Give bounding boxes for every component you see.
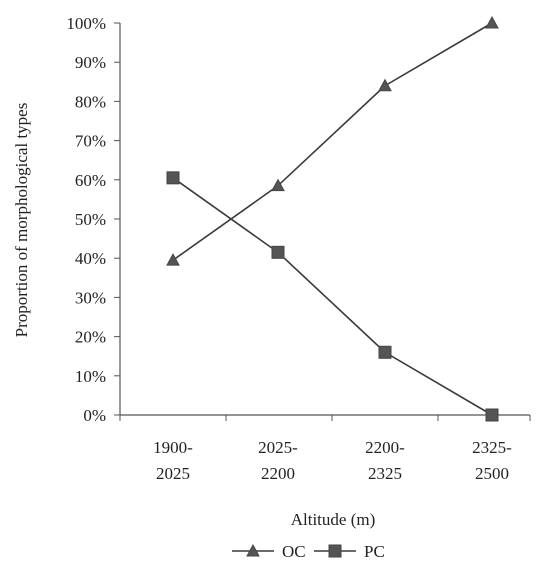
x-tick-label: 2025- 2200 [258, 438, 298, 483]
legend-item-oc: OC [232, 542, 306, 561]
y-tick-label: 80% [75, 92, 106, 111]
data-point-oc [271, 178, 285, 192]
y-tick-label: 40% [75, 249, 106, 268]
legend-item-pc: PC [314, 542, 385, 561]
y-axis-ticks: 0% 10% 20% 30% 40% 50% 60% 70% 80% 90% 100% [66, 14, 120, 425]
legend-marker-pc [328, 544, 342, 558]
y-axis-title: Proportion of morphological types [12, 103, 31, 338]
x-tick-label-line: 2500 [475, 464, 509, 483]
y-tick-label: 0% [83, 406, 106, 425]
series-oc-line [172, 22, 493, 261]
x-tick-label-line: 1900- [153, 438, 193, 457]
x-tick-label: 2200- 2325 [365, 438, 405, 483]
y-tick-label: 60% [75, 171, 106, 190]
y-tick-label: 70% [75, 132, 106, 151]
data-point-oc [378, 78, 392, 92]
x-tick-label: 1900- 2025 [153, 438, 193, 483]
legend-label: OC [282, 542, 306, 561]
x-tick-label-line: 2200 [261, 464, 295, 483]
data-point-oc [166, 253, 180, 266]
y-tick-label: 50% [75, 210, 106, 229]
data-point-pc [378, 345, 392, 359]
x-axis-ticks: 1900- 2025 2025- 2200 2200- 2325 2325- 2500 [119, 415, 531, 483]
y-tick-label: 100% [66, 14, 106, 33]
x-tick-label-line: 2325 [368, 464, 402, 483]
x-tick-label-line: 2325- [472, 438, 512, 457]
series-pc-line [172, 177, 493, 416]
legend-label: PC [364, 542, 385, 561]
series-oc [166, 15, 499, 266]
legend: OC PC [232, 542, 385, 561]
x-tick-label-line: 2025- [258, 438, 298, 457]
legend-marker-oc [246, 543, 260, 557]
series-pc [166, 171, 499, 422]
x-axis-title: Altitude (m) [291, 510, 376, 529]
data-point-oc [485, 15, 499, 29]
y-tick-label: 30% [75, 288, 106, 307]
x-tick-label-line: 2200- [365, 438, 405, 457]
x-tick-label: 2325- 2500 [472, 438, 512, 483]
y-tick-label: 10% [75, 367, 106, 386]
data-point-pc [271, 245, 285, 259]
data-point-pc [166, 171, 180, 185]
series-layer [166, 15, 499, 422]
y-tick-label: 20% [75, 328, 106, 347]
x-tick-label-line: 2025 [156, 464, 190, 483]
axes [119, 23, 530, 416]
data-point-pc [485, 408, 499, 422]
y-tick-label: 90% [75, 53, 106, 72]
